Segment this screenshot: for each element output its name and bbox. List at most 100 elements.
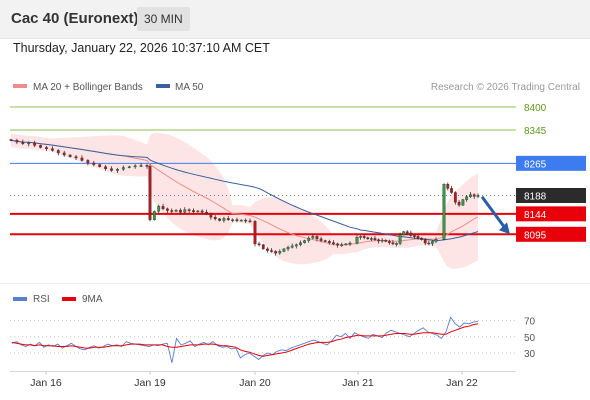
candle-down [145, 165, 149, 167]
candle-down [244, 219, 248, 222]
candles [9, 138, 480, 256]
last-price-tag [516, 187, 586, 203]
candle-up [139, 165, 143, 167]
rsi-level-label-70: 70 [524, 317, 536, 328]
candle-down [336, 243, 340, 246]
candle-up [398, 234, 402, 244]
support-tag-8095 [516, 226, 586, 242]
candle-up [465, 196, 469, 200]
candle-up [299, 242, 302, 245]
rsi-lines [11, 316, 479, 363]
forecast-arrow-shaft [480, 195, 508, 231]
last-price-label: 8188 [524, 191, 547, 202]
candle-up [290, 245, 294, 248]
candle-down [21, 141, 25, 144]
candle-up [174, 209, 178, 212]
candle-up [116, 168, 119, 171]
candle-down [409, 232, 413, 236]
candle-up [355, 237, 359, 244]
candle-down [387, 241, 391, 243]
candle-down [98, 164, 102, 167]
rsi-line [11, 316, 479, 363]
candle-down [200, 210, 204, 213]
candle-up [239, 219, 243, 222]
candle-down [235, 219, 239, 221]
candle-up [469, 194, 472, 197]
candle-down [315, 236, 319, 240]
candle-down [62, 152, 66, 156]
candle-up [294, 244, 298, 247]
candle-up [380, 239, 384, 242]
candle-down [68, 154, 72, 157]
candle-down [74, 156, 78, 159]
candle-up [442, 184, 446, 240]
candle-down [384, 239, 388, 242]
candle-up [461, 199, 465, 206]
candle-down [373, 238, 377, 240]
candle-up [348, 242, 352, 245]
pivot-tag-8144 [516, 206, 586, 222]
candle-down [248, 220, 252, 223]
support-label-8095: 8095 [524, 230, 547, 241]
candle-down [257, 243, 261, 246]
candle-up [127, 166, 131, 168]
candle-down [218, 218, 221, 221]
candle-up [133, 165, 137, 168]
x-tick-label: Jan 19 [134, 377, 166, 389]
candle-down [427, 242, 431, 245]
rsi-legend-label: RSI [33, 294, 50, 305]
ma50-line [10, 139, 479, 242]
candle-down [416, 236, 420, 239]
candle-down [15, 140, 19, 143]
target-label-8345: 8345 [524, 126, 547, 137]
rsi-ma-line [11, 323, 479, 357]
header-bar: Cac 40 (Euronext) 30 MIN [0, 0, 590, 39]
rsi-ma-legend-swatch [62, 297, 76, 301]
price-legend: MA 20 + Bollinger Bands MA 50 [13, 82, 204, 93]
candle-down [213, 216, 217, 220]
candle-down [327, 241, 331, 243]
candle-up [431, 241, 434, 244]
candle-up [152, 211, 156, 220]
candle-down [423, 239, 427, 244]
rsi-level-label-30: 30 [524, 349, 536, 360]
candle-up [121, 167, 125, 170]
candle-down [39, 145, 42, 148]
moving-averages [10, 139, 479, 246]
candle-up [340, 244, 344, 246]
candle-down [405, 231, 409, 234]
candle-down [319, 238, 323, 241]
candle-down [457, 201, 461, 206]
resistance-label-8265: 8265 [524, 159, 547, 170]
candle-down [148, 166, 152, 220]
ma20-legend-swatch [13, 84, 27, 88]
candle-up [222, 218, 226, 221]
rsi-legend-swatch [13, 297, 27, 301]
rsi-legend: RSI 9MA [13, 294, 103, 305]
candle-down [45, 147, 48, 149]
candle-down [362, 236, 366, 238]
candle-down [80, 157, 84, 161]
candle-down [161, 206, 165, 210]
resistance-tag-8265 [516, 155, 586, 171]
candle-down [110, 168, 113, 171]
timeframe-button[interactable]: 30 MIN [137, 7, 190, 31]
bollinger-bands [11, 132, 478, 269]
candle-down [265, 248, 269, 251]
forecast-arrow [480, 195, 510, 235]
candle-down [92, 162, 96, 165]
x-axis: Jan 16 Jan 19 Jan 20 Jan 21 Jan 22 [30, 371, 478, 389]
candle-down [453, 192, 457, 203]
rsi-level-label-50: 50 [524, 333, 536, 344]
candle-up [402, 231, 406, 235]
candle-up [434, 239, 438, 242]
x-tick-label: Jan 16 [30, 377, 62, 389]
candle-down [187, 209, 191, 211]
candle-down [323, 240, 327, 242]
target-label-8400: 8400 [524, 103, 547, 114]
candle-up [282, 248, 286, 252]
candle-up [344, 243, 348, 246]
candle-up [307, 237, 311, 241]
candle-down [366, 237, 370, 240]
